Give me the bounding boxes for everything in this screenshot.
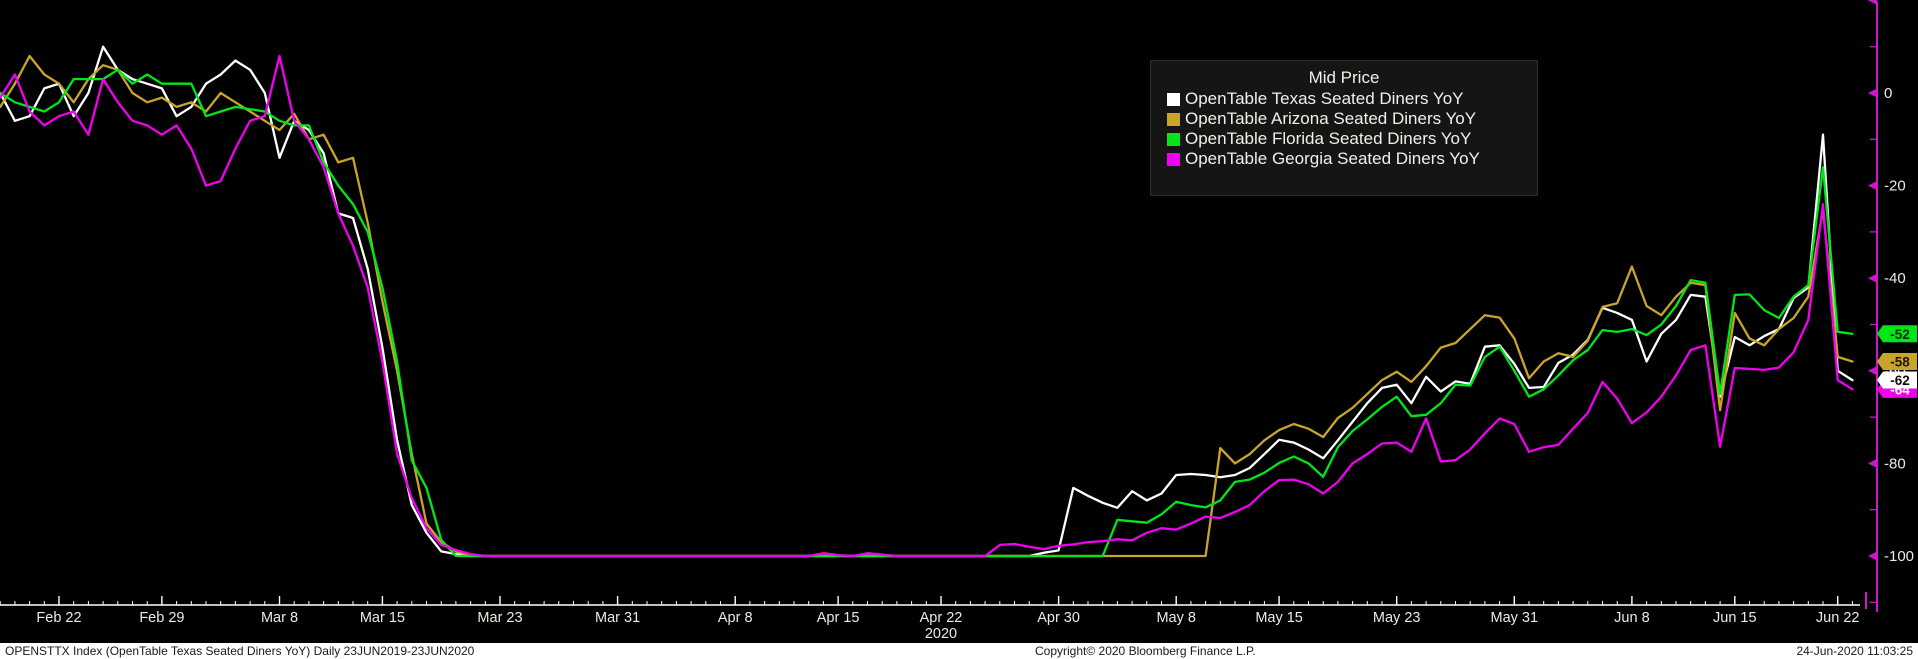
status-bar: OPENSTTX Index (OpenTable Texas Seated D… — [0, 643, 1918, 659]
x-tick-label: May 23 — [1373, 610, 1421, 626]
security-description: OPENSTTX Index (OpenTable Texas Seated D… — [5, 644, 475, 658]
series-line — [0, 54, 1854, 558]
price-flag-label: -52 — [1890, 327, 1910, 342]
x-tick-label: Jun 22 — [1816, 610, 1860, 626]
x-tick-label: Apr 15 — [817, 610, 860, 626]
legend-items: OpenTable Texas Seated Diners YoY OpenTab… — [1151, 89, 1537, 169]
y-major-tick — [1868, 181, 1877, 191]
x-tick-label: Jun 8 — [1614, 610, 1649, 626]
y-major-tick — [1868, 273, 1877, 283]
x-tick-label: Apr 8 — [718, 610, 753, 626]
legend-swatch-icon — [1167, 112, 1180, 126]
legend-item-label: OpenTable Georgia Seated Diners YoY — [1185, 149, 1480, 168]
x-tick-label: May 31 — [1491, 610, 1539, 626]
price-flag-label: -62 — [1890, 373, 1910, 388]
x-tick-label: Mar 31 — [595, 610, 640, 626]
legend-item[interactable]: OpenTable Florida Seated Diners YoY — [1151, 129, 1537, 149]
y-tick-label: -100 — [1884, 548, 1914, 565]
series-line — [0, 45, 1854, 558]
legend-swatch-icon — [1167, 92, 1180, 106]
price-flag-label: -58 — [1890, 355, 1910, 370]
x-tick-label: Apr 22 — [920, 610, 963, 626]
x-tick-label: Apr 30 — [1037, 610, 1080, 626]
y-major-tick — [1868, 88, 1877, 98]
x-tick-label: Feb 22 — [36, 610, 81, 626]
price-chart-plot[interactable]: Feb 22 Feb 29 Mar 8 Mar 15 Mar 23 Mar 31 Apr 8… — [0, 0, 1918, 643]
legend-item-label: OpenTable Texas Seated Diners YoY — [1185, 89, 1464, 108]
price-flag — [1877, 353, 1917, 371]
x-tick-label: Jun 15 — [1713, 610, 1757, 626]
legend-swatch-icon — [1167, 132, 1180, 146]
y-major-tick — [1868, 551, 1877, 561]
legend-item[interactable]: OpenTable Arizona Seated Diners YoY — [1151, 109, 1537, 129]
price-flag — [1877, 371, 1917, 389]
legend-title: Mid Price — [1308, 68, 1380, 87]
x-tick-label: Mar 23 — [477, 610, 522, 626]
legend-item[interactable]: OpenTable Texas Seated Diners YoY — [1151, 89, 1537, 109]
timestamp: 24-Jun-2020 11:03:25 — [1796, 644, 1913, 658]
legend-item-label: OpenTable Florida Seated Diners YoY — [1185, 129, 1472, 148]
x-axis-year-label: 2020 — [925, 626, 957, 642]
y-tick-label: -20 — [1884, 178, 1906, 195]
x-tick-label: May 15 — [1255, 610, 1303, 626]
y-tick-label: -80 — [1884, 455, 1906, 472]
y-major-tick — [1868, 458, 1877, 468]
x-tick-label: Feb 29 — [139, 610, 184, 626]
chart-legend: Mid Price OpenTable Texas Seated Diners … — [1150, 60, 1538, 196]
y-major-tick — [1868, 0, 1877, 5]
y-tick-label: -40 — [1884, 270, 1906, 287]
legend-item-label: OpenTable Arizona Seated Diners YoY — [1185, 109, 1477, 128]
price-flag — [1877, 325, 1917, 343]
series-line — [0, 68, 1854, 558]
y-tick-label: 0 — [1884, 85, 1892, 102]
x-tick-label: Mar 15 — [360, 610, 405, 626]
copyright-text: Copyright© 2020 Bloomberg Finance L.P. — [1035, 644, 1256, 658]
series-line — [0, 54, 1854, 558]
legend-swatch-icon — [1167, 152, 1180, 166]
x-tick-label: Mar 8 — [261, 610, 298, 626]
legend-item[interactable]: OpenTable Georgia Seated Diners YoY — [1151, 149, 1537, 169]
x-tick-label: May 8 — [1156, 610, 1196, 626]
y-major-tick — [1868, 366, 1877, 376]
